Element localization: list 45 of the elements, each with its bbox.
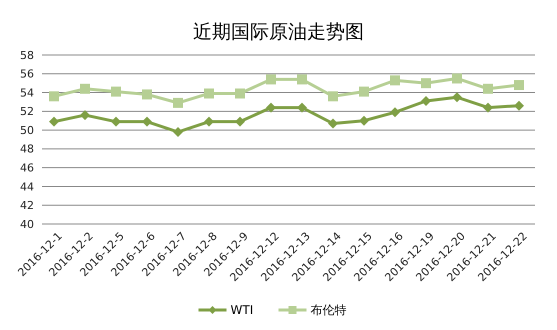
point [483, 102, 493, 113]
point [235, 116, 245, 127]
point [49, 116, 59, 127]
point [49, 91, 59, 102]
point [359, 116, 369, 126]
point [111, 86, 121, 97]
y-tick-label: 46 [20, 162, 34, 175]
point [359, 86, 369, 97]
point [328, 118, 338, 129]
point [142, 116, 152, 127]
point [452, 73, 462, 84]
point [142, 89, 152, 100]
point [80, 84, 90, 94]
point [80, 110, 90, 120]
point [483, 84, 493, 94]
y-tick-label: 50 [20, 124, 34, 137]
chart-title: 近期国际原油走势图 [193, 21, 364, 43]
point [111, 116, 121, 127]
legend-label: 布伦特 [310, 303, 346, 318]
y-tick-label: 52 [20, 105, 34, 118]
point [514, 80, 524, 90]
point [452, 92, 462, 102]
point [266, 102, 276, 113]
point [173, 98, 183, 108]
point [297, 102, 307, 113]
point [266, 74, 276, 84]
point [328, 91, 338, 102]
y-tick-label: 56 [20, 68, 34, 81]
point [390, 75, 400, 86]
legend-label: WTI [230, 303, 254, 318]
y-tick-label: 40 [20, 218, 34, 231]
y-tick-label: 44 [20, 180, 34, 194]
y-tick-label: 42 [20, 199, 34, 212]
point [204, 116, 214, 127]
point [421, 96, 431, 106]
point [297, 74, 307, 84]
point [235, 88, 245, 98]
point [173, 126, 183, 137]
point [204, 88, 214, 98]
y-tick-label: 54 [20, 86, 34, 100]
point [514, 100, 524, 111]
y-tick-label: 48 [20, 142, 34, 156]
y-tick-label: 58 [20, 48, 34, 62]
point [421, 78, 431, 88]
point [390, 107, 400, 118]
